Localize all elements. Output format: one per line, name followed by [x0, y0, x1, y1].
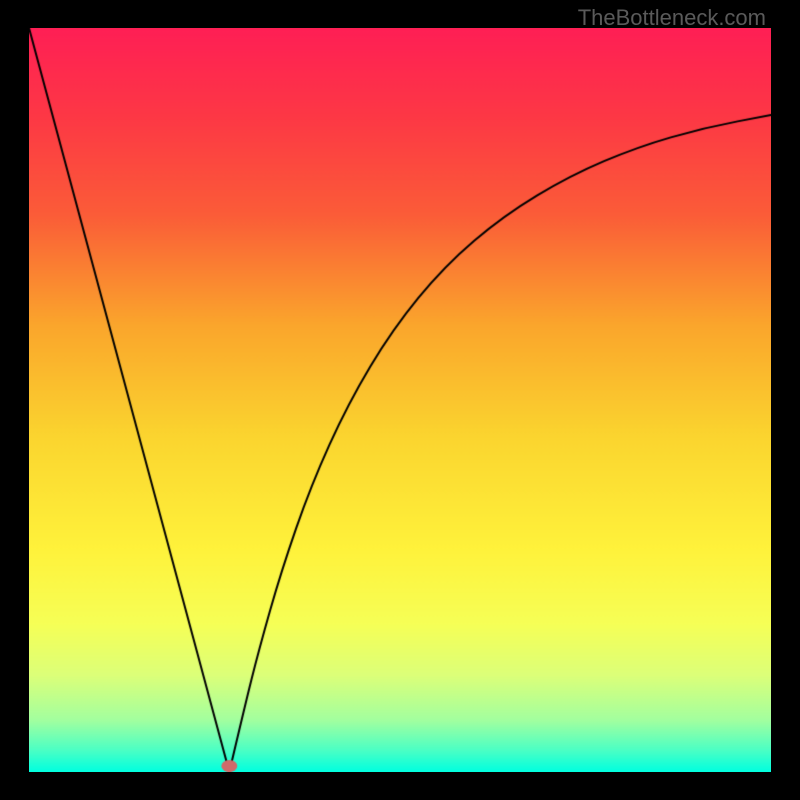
gradient-v-curve-chart	[29, 28, 771, 772]
plot-area	[29, 28, 771, 772]
watermark-text: TheBottleneck.com	[578, 5, 766, 31]
chart-frame: TheBottleneck.com	[0, 0, 800, 800]
